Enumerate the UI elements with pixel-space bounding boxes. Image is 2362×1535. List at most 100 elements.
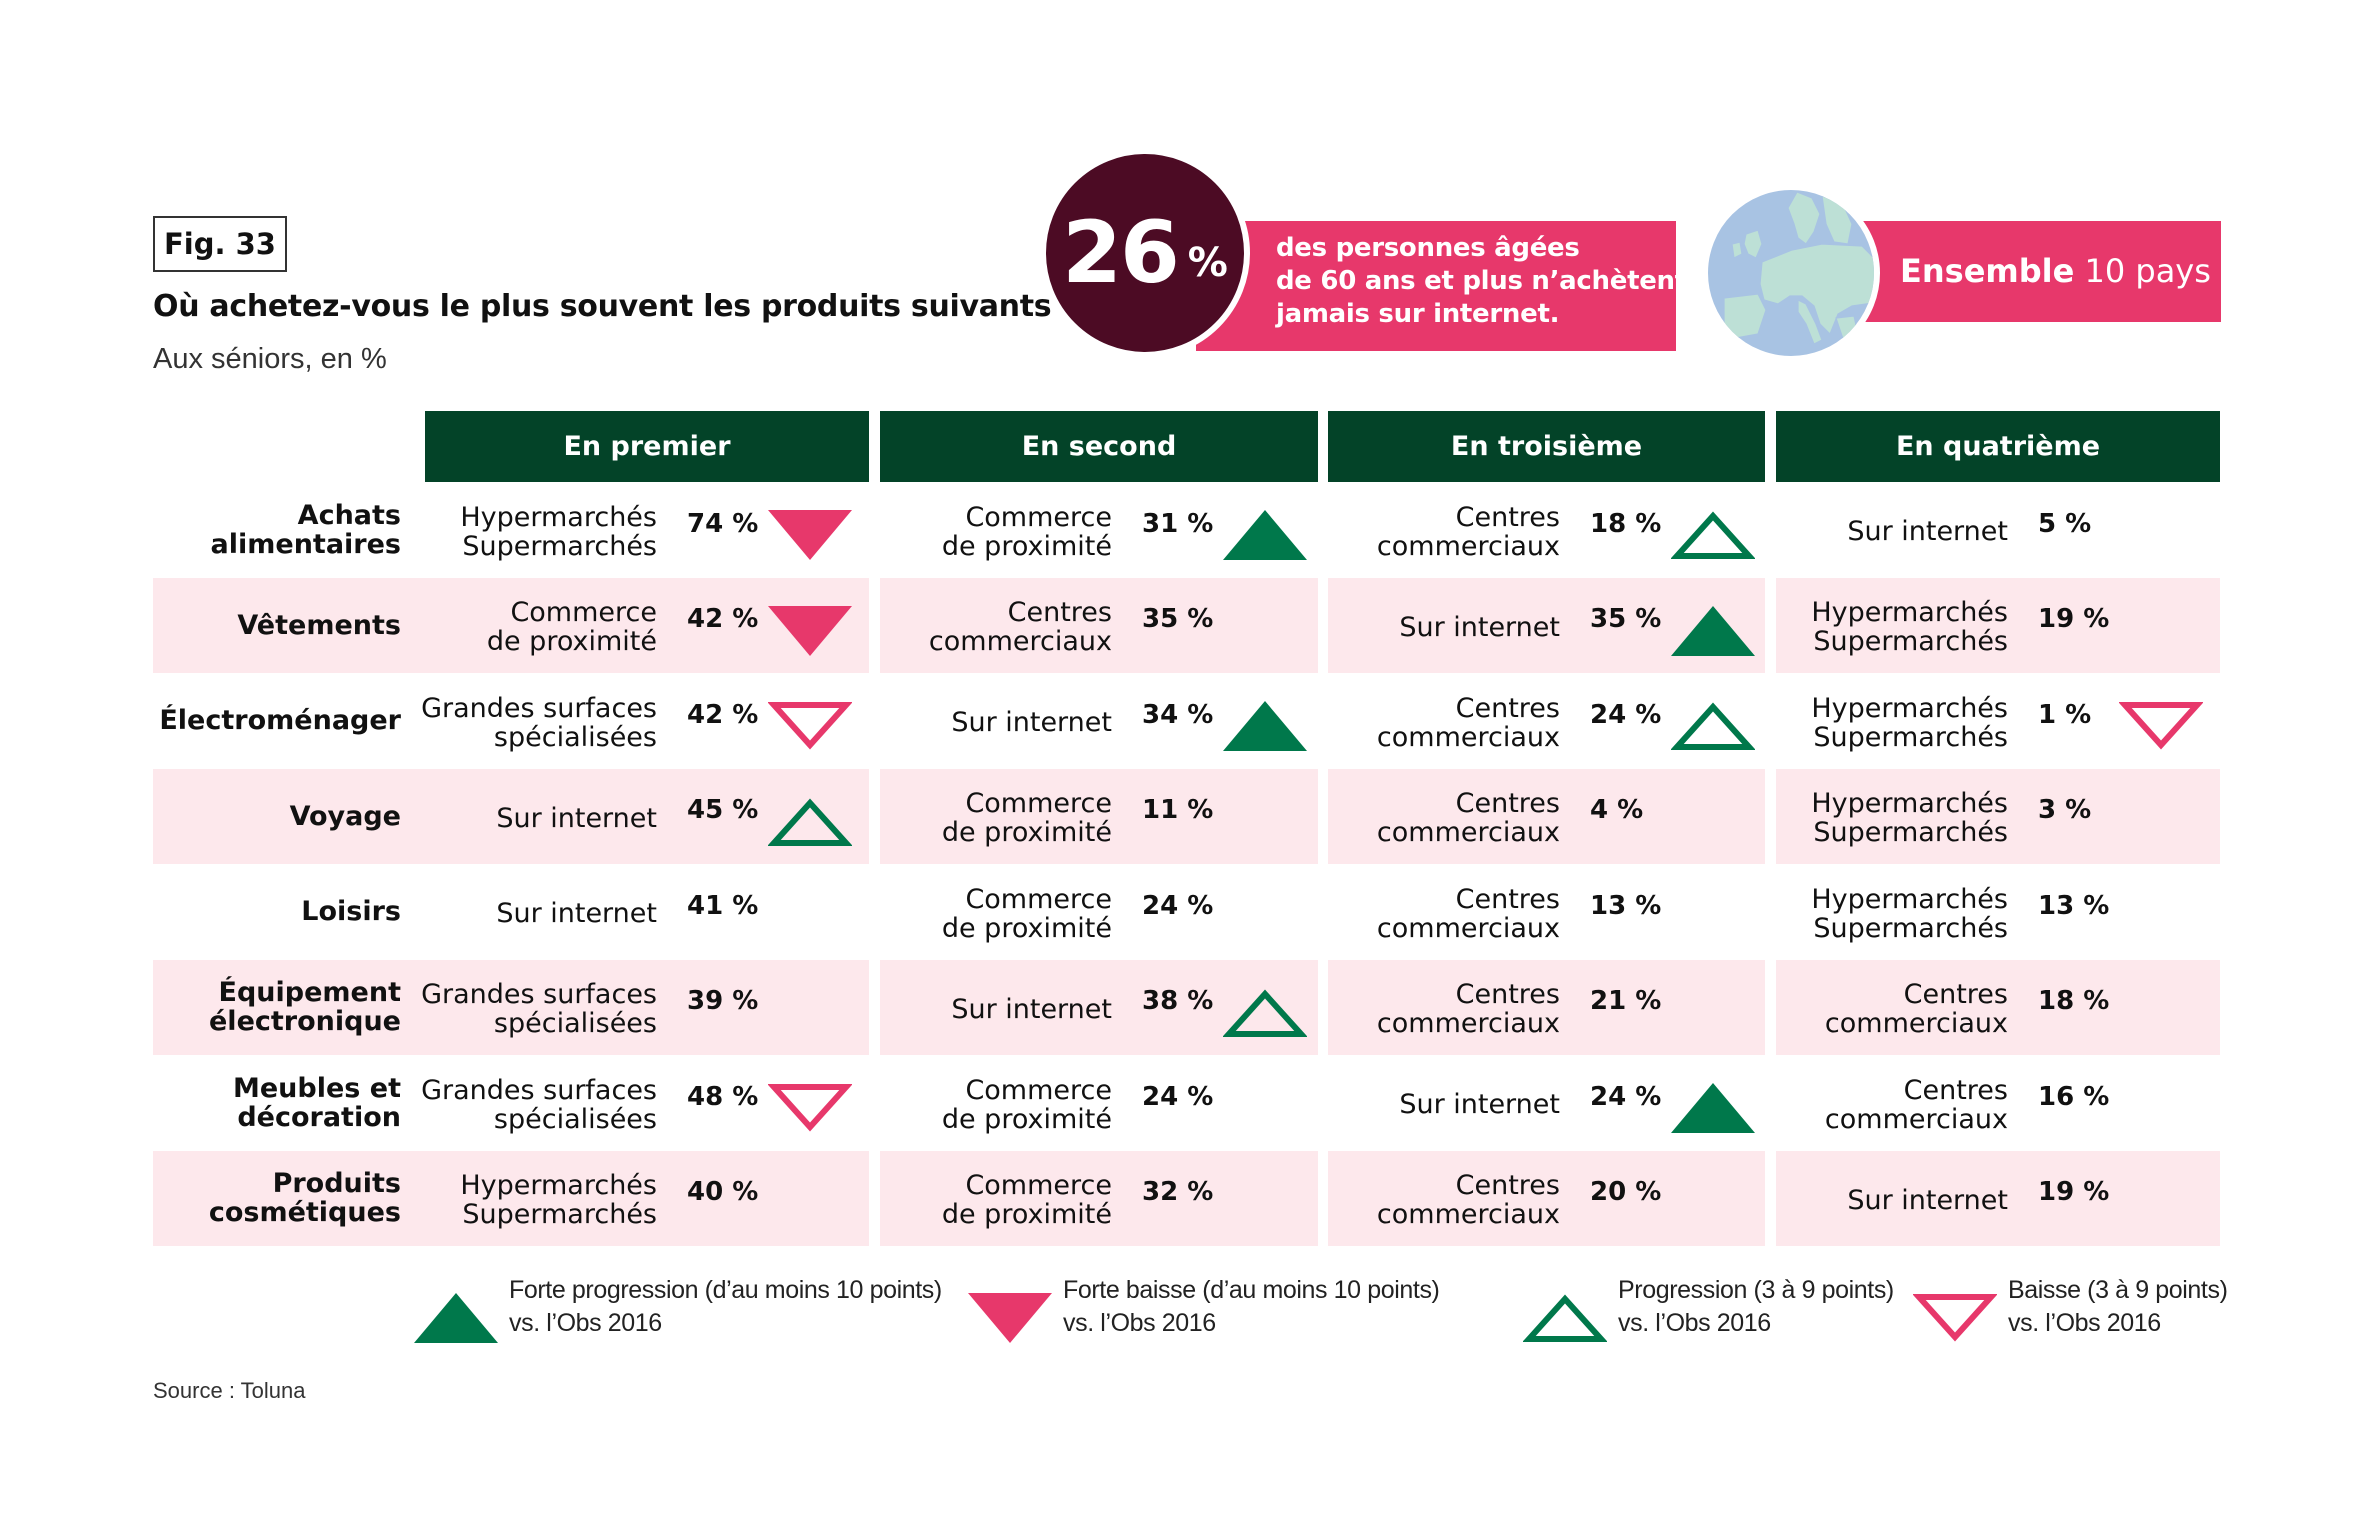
store-type-line: Hypermarchés [1811, 883, 2008, 915]
percentage-value: 5 % [2038, 508, 2092, 539]
legend-label: Forte baisse (d’au moins 10 points) vs. l… [1063, 1274, 1440, 1340]
row-background [1776, 577, 2220, 673]
store-type-line: Commerce [965, 1074, 1112, 1106]
store-type-line: Commerce [965, 1170, 1112, 1202]
store-type-line: Grandes surfaces [421, 1074, 657, 1106]
store-type-line: de proximité [941, 817, 1112, 849]
store-type-line: Supermarchés [1813, 912, 2008, 944]
trend-shape [968, 1293, 1052, 1343]
store-type-line: commerciaux [1824, 1008, 2008, 1040]
strong-up-triangle-icon [1671, 605, 1755, 656]
percentage-value: 39 % [687, 986, 759, 1017]
percentage-value: 35 % [1142, 604, 1214, 635]
trend-shape [768, 605, 852, 656]
store-type-line: Sur internet [1399, 611, 1560, 643]
legend-label: Progression (3 à 9 points) vs. l’Obs 2016 [1618, 1274, 1894, 1340]
source-note: Source : Toluna [153, 1378, 306, 1403]
trend-shape [768, 510, 852, 560]
row-background [153, 768, 869, 864]
percentage-value: 34 % [1142, 699, 1214, 730]
store-type: Commerce de proximité [880, 484, 1112, 580]
percentage-value: 3 % [2038, 795, 2092, 826]
store-type-line: de proximité [941, 1199, 1112, 1231]
up-triangle-outline-icon [767, 797, 853, 847]
row-label-line: Loisirs [301, 896, 401, 928]
percentage-value: 41 % [687, 890, 759, 921]
percentage-value: 45 % [687, 795, 759, 826]
percentage-value: 35 % [1590, 604, 1662, 635]
trend-shape [1671, 1083, 1755, 1133]
column-header-premier: En premier [425, 411, 869, 482]
trend-shape [1522, 1294, 1608, 1342]
store-type: Hypermarchés Supermarchés [425, 1153, 657, 1249]
trend-shape [1671, 605, 1755, 656]
store-type-line: Sur internet [951, 993, 1112, 1025]
row-background [1328, 577, 1765, 673]
store-type: Sur internet [1328, 1057, 1560, 1153]
store-type-line: Commerce [965, 788, 1112, 820]
row-label-line: Équipement [218, 977, 401, 1009]
store-type: Commerce de proximité [880, 1057, 1112, 1153]
store-type-line: Hypermarchés [460, 1170, 657, 1202]
store-type-line: Supermarchés [1813, 721, 2008, 753]
highlight-value: 26 % [1040, 148, 1250, 358]
percentage-value: 13 % [2038, 890, 2110, 921]
legend-up-triangle-outline-icon [1522, 1292, 1608, 1344]
row-background [1776, 1150, 2220, 1246]
store-type-line: de proximité [486, 626, 657, 658]
store-type-line: Centres [1455, 788, 1560, 820]
trend-shape [767, 798, 853, 846]
row-background [880, 1150, 1318, 1246]
percentage-value: 38 % [1142, 986, 1214, 1017]
store-type-line: Centres [1903, 979, 2008, 1011]
store-type: Grandes surfaces spécialisées [421, 1057, 657, 1153]
trend-shape [2118, 702, 2204, 750]
trend-shape [414, 1293, 498, 1343]
row-label-line: électronique [209, 1006, 401, 1038]
store-type-line: Centres [1903, 1074, 2008, 1106]
store-type-line: Supermarchés [462, 530, 657, 562]
store-type: Centres commerciaux [1328, 771, 1560, 867]
row-background [153, 959, 869, 1055]
store-type-line: Centres [1007, 597, 1112, 629]
store-type: Hypermarchés Supermarchés [1776, 580, 2008, 676]
store-type: Hypermarchés Supermarchés [1776, 866, 2008, 962]
legend-label: Baisse (3 à 9 points) vs. l’Obs 2016 [2008, 1274, 2228, 1340]
store-type-line: Sur internet [1399, 1089, 1560, 1121]
store-type-line: Commerce [965, 501, 1112, 533]
row-label-line: Meubles et [233, 1072, 401, 1104]
scope-banner [1855, 221, 2221, 322]
store-type-line: spécialisées [493, 1008, 657, 1040]
strong-up-triangle-icon [1223, 510, 1307, 560]
percentage-value: 19 % [2038, 604, 2110, 635]
trend-shape [1222, 989, 1308, 1037]
down-triangle-outline-icon [2118, 701, 2204, 751]
row-label-line: Vêtements [237, 609, 401, 641]
row-label: Achats alimentaires [153, 482, 401, 578]
store-type: Centres commerciaux [1328, 675, 1560, 771]
store-type-line: commerciaux [1824, 1103, 2008, 1135]
store-type-line: commerciaux [1376, 1199, 1560, 1231]
row-background [880, 577, 1318, 673]
percentage-value: 11 % [1142, 795, 1214, 826]
store-type: Commerce de proximité [880, 1153, 1112, 1249]
store-type: Sur internet [880, 675, 1112, 771]
legend-down-triangle-outline-icon [1912, 1292, 1998, 1344]
store-type: Hypermarchés Supermarchés [1776, 771, 2008, 867]
store-type-line: Sur internet [1847, 1184, 2008, 1216]
percentage-value: 32 % [1142, 1177, 1214, 1208]
row-background [153, 577, 869, 673]
row-label: Loisirs [153, 864, 401, 960]
highlight-banner [1196, 221, 1676, 351]
percentage-value: 13 % [1590, 890, 1662, 921]
row-label: Meubles et décoration [153, 1055, 401, 1151]
store-type-line: Sur internet [496, 802, 657, 834]
percentage-value: 24 % [1590, 699, 1662, 730]
legend-label-line: Progression (3 à 9 points) [1618, 1276, 1894, 1304]
legend-label-line: vs. l’Obs 2016 [1618, 1309, 1771, 1337]
row-background [1328, 768, 1765, 864]
highlight-text: des personnes âgées de 60 ans et plus n’… [1276, 232, 1687, 331]
store-type: Commerce de proximité [880, 866, 1112, 962]
store-type: Centres commerciaux [1328, 484, 1560, 580]
column-header-quatrieme: En quatrième [1776, 411, 2220, 482]
